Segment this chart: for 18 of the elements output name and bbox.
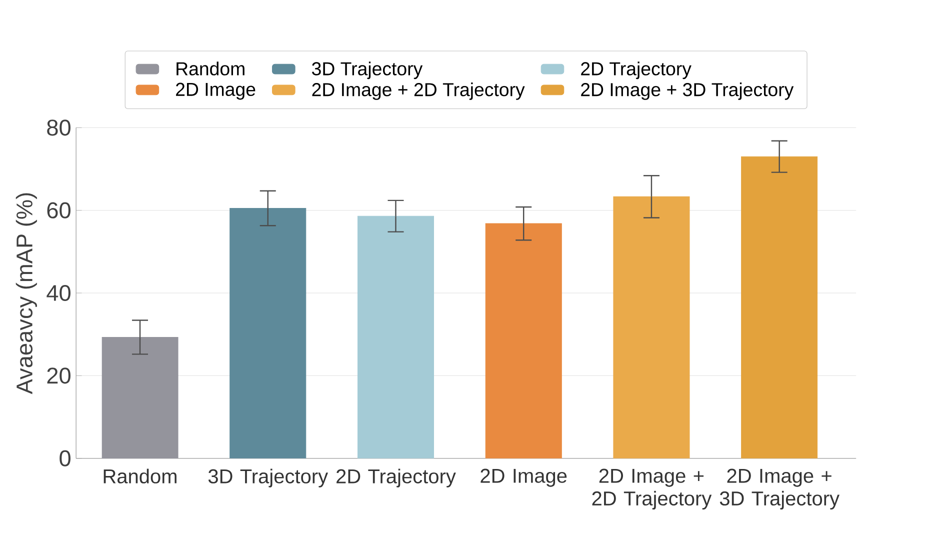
y-axis-title: Avaeavcy (mAP (%)	[16, 193, 37, 394]
x-tick-label: Random	[104, 468, 176, 484]
x-tick-label: 2D Image	[480, 468, 567, 487]
y-tick-label: 20	[47, 368, 70, 384]
x-tick-label: 2D Image + 3D Trajectory	[720, 468, 840, 510]
x-tick-label: 2D Trajectory	[336, 468, 456, 488]
y-tick-label: 60	[47, 202, 70, 218]
legend-label: Random	[176, 62, 244, 76]
y-tick-label: 80	[47, 120, 70, 136]
legend-label: 3D Trajectory	[312, 62, 423, 80]
x-tick-label: 3D Trajectory	[208, 468, 328, 488]
y-tick-label: 0	[60, 450, 70, 466]
x-tick-label: 2D Image + 2D Trajectory	[592, 468, 712, 510]
legend-label: 2D Image + 3D Trajectory	[581, 82, 794, 100]
legend-label: 2D Image + 2D Trajectory	[312, 82, 525, 100]
y-tick-label: 40	[46, 284, 70, 302]
legend-label: 2D Trajectory	[581, 62, 692, 80]
legend-label: 2D Image	[176, 82, 256, 100]
